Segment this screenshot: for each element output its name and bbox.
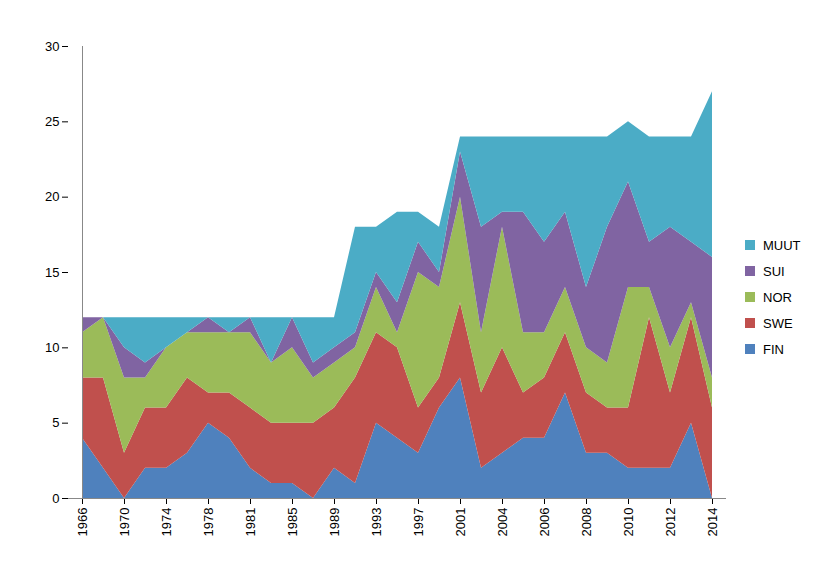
svg-text:2008: 2008 — [579, 508, 594, 537]
svg-text:1985: 1985 — [285, 508, 300, 537]
html-text:SUI: SUI — [763, 263, 785, 279]
svg-text:1974: 1974 — [159, 508, 174, 537]
svg-text:2010: 2010 — [621, 508, 636, 537]
svg-text:20: 20 — [45, 189, 59, 204]
html-text:SWE: SWE — [763, 315, 793, 331]
svg-text:2012: 2012 — [663, 508, 678, 537]
svg-text:0: 0 — [52, 491, 59, 506]
svg-text:1966: 1966 — [75, 508, 90, 537]
svg-text:1997: 1997 — [411, 508, 426, 537]
svg-text:1993: 1993 — [369, 508, 384, 537]
svg-text:15: 15 — [45, 265, 59, 280]
svg-text:1981: 1981 — [243, 508, 258, 537]
svg-text:1970: 1970 — [117, 508, 132, 537]
svg-text:10: 10 — [45, 340, 59, 355]
svg-text:2014: 2014 — [705, 508, 720, 537]
svg-text:25: 25 — [45, 114, 59, 129]
html-text:NOR: NOR — [763, 289, 792, 305]
html-text:MUUT: MUUT — [763, 237, 801, 253]
svg-text:2004: 2004 — [495, 508, 510, 537]
svg-text:2006: 2006 — [537, 508, 552, 537]
svg-text:1978: 1978 — [201, 508, 216, 537]
svg-text:5: 5 — [52, 415, 59, 430]
html-text:FIN: FIN — [763, 341, 784, 357]
svg-text:30: 30 — [45, 39, 59, 54]
svg-text:2001: 2001 — [453, 508, 468, 537]
svg-text:1989: 1989 — [327, 508, 342, 537]
